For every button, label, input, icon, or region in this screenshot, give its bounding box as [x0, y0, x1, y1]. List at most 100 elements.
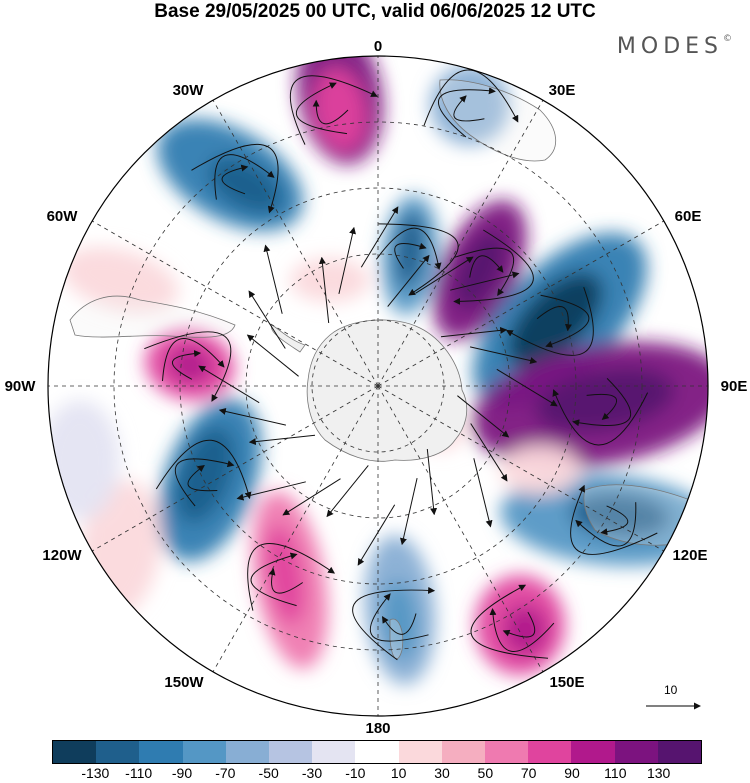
streamline	[470, 423, 508, 482]
streamline	[536, 306, 572, 332]
streamline	[312, 99, 349, 125]
streamline	[496, 368, 558, 407]
colorbar-swatch	[485, 741, 529, 763]
streamline	[457, 395, 510, 438]
streamline	[469, 346, 538, 364]
streamline	[570, 484, 658, 555]
streamline	[454, 247, 515, 297]
streamline	[268, 568, 303, 594]
longitude-label: 90W	[5, 378, 37, 395]
streamline	[187, 465, 218, 492]
longitude-label: 60W	[47, 208, 79, 225]
streamline	[586, 393, 617, 420]
anomaly-region	[454, 231, 506, 309]
longitude-label: 30E	[549, 82, 576, 99]
longitude-label: 0	[374, 38, 382, 55]
streamline	[214, 154, 275, 200]
colorbar-swatch	[398, 741, 442, 763]
streamline	[236, 481, 306, 501]
streamline	[600, 505, 629, 536]
anomaly-region	[290, 258, 370, 302]
streamline	[289, 75, 378, 145]
latitude-circle	[179, 187, 577, 585]
colorbar	[52, 740, 702, 764]
longitude-label: 180	[365, 720, 390, 735]
colorbar-tick-label: 10	[390, 765, 407, 781]
meridian-line	[92, 220, 379, 387]
meridian-line	[377, 100, 544, 387]
reference-vector-label: 10	[664, 683, 678, 697]
meridian-line	[377, 385, 544, 672]
streamline	[394, 242, 427, 269]
streamline	[426, 448, 438, 516]
anomaly-region	[175, 427, 235, 523]
longitude-label: 30W	[173, 82, 205, 99]
streamline	[155, 439, 252, 500]
anomaly-region	[208, 157, 282, 213]
streamline	[540, 294, 590, 348]
colorbar-tick-label: 70	[520, 765, 537, 781]
streamline	[440, 326, 508, 338]
anomaly-region	[313, 68, 367, 152]
anomaly-region	[570, 492, 670, 538]
longitude-label: 150E	[549, 674, 584, 691]
streamline	[171, 350, 202, 380]
meridian-line	[377, 220, 664, 387]
streamline	[572, 378, 632, 427]
anomaly-region	[535, 368, 675, 432]
colorbar-tick-label: -50	[258, 765, 279, 781]
streamline	[575, 502, 637, 547]
streamline	[415, 256, 474, 294]
meridian-line	[377, 385, 664, 552]
streamline	[144, 331, 232, 402]
anomaly-region	[61, 247, 179, 313]
streamline	[246, 334, 299, 377]
map-boundary	[47, 55, 709, 717]
streamline	[552, 389, 649, 446]
streamline	[453, 229, 534, 305]
brand-logo: MODES©	[617, 34, 732, 59]
colorbar-swatch	[355, 741, 399, 763]
streamline	[502, 611, 536, 638]
streamline	[387, 254, 430, 307]
streamline	[357, 504, 396, 566]
streamline	[423, 69, 519, 126]
streamline	[248, 290, 286, 349]
colorbar-tick-label: -110	[125, 765, 153, 781]
longitude-label: 120E	[672, 547, 707, 564]
meridian-line	[212, 385, 379, 672]
colorbar-tick-label: 110	[604, 765, 627, 781]
anomaly-region	[503, 605, 547, 655]
polar-stereographic-map: 0 30E 60E 90E 120E 150E 180 150W 120W 90W 60W 30W	[5, 38, 748, 735]
streamline	[437, 87, 496, 138]
colorbar-swatch	[441, 741, 486, 763]
streamline	[489, 608, 555, 652]
streamline	[352, 586, 436, 661]
colorbar-tick-label: 30	[434, 765, 450, 781]
streamline	[400, 477, 418, 546]
brand-name: MODES	[616, 34, 723, 59]
anomaly-region	[430, 65, 510, 145]
streamline	[282, 478, 341, 516]
colorbar-tick-label: -10	[345, 765, 366, 781]
streamline	[191, 143, 279, 214]
colorbar-swatch	[139, 741, 183, 763]
colorbar-swatch	[182, 741, 226, 763]
streamline	[218, 408, 287, 426]
graticule	[48, 56, 708, 716]
streamline	[263, 244, 283, 314]
streamline	[360, 206, 399, 268]
colorbar-tick-label: 90	[564, 765, 580, 781]
streamline	[250, 552, 298, 607]
colorbar-tick-label: 130	[646, 765, 671, 781]
colorbar-labels: -130 -110 -90 -70 -50 -30 -10 10 30 50 70 90 110 130	[52, 765, 702, 783]
colorbar-tick-label: 50	[477, 765, 494, 781]
anomaly-region	[48, 400, 120, 520]
streamline	[175, 458, 235, 507]
antarctica-landmass	[69, 79, 691, 660]
colorbar-swatch	[528, 741, 572, 763]
colorbar-swatch	[53, 741, 97, 763]
streamline	[473, 458, 493, 528]
brand-copyright-mark: ©	[723, 34, 732, 44]
streamline	[375, 227, 442, 270]
